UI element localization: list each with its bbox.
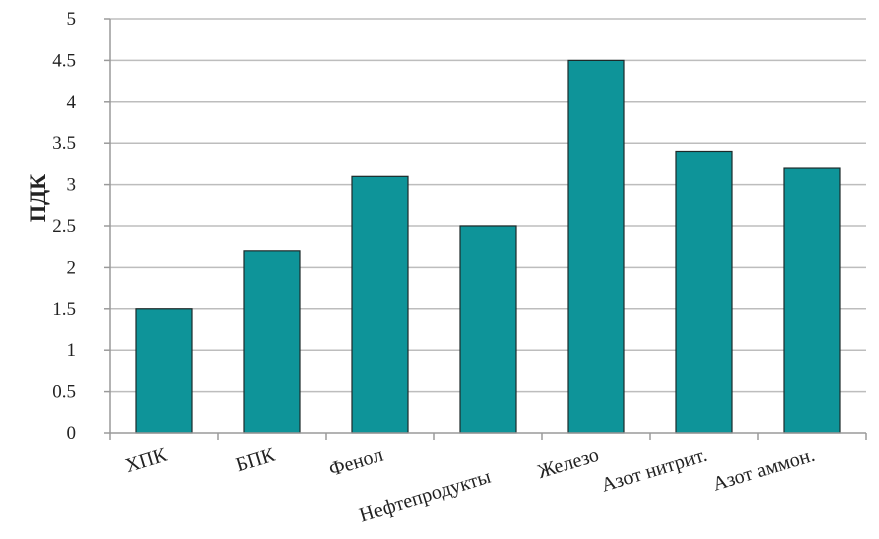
bars (135, 59, 841, 434)
y-tick-label: 2.5 (52, 216, 76, 237)
x-category-label: Нефтепродукты (357, 466, 494, 527)
x-category-label: БПК (233, 444, 278, 477)
y-axis-title: ПДК (25, 174, 50, 222)
y-tick-label: 4.5 (52, 50, 76, 71)
y-tick-label: 1.5 (52, 299, 76, 320)
y-tick-label: 2 (67, 257, 77, 278)
bar (567, 59, 625, 434)
y-tick-labels: 0 0.5 1 1.5 2 2.5 3 3.5 4 4.5 5 (52, 9, 110, 444)
bar (783, 167, 841, 434)
y-tick-label: 0.5 (52, 382, 76, 403)
y-tick-label: 5 (67, 9, 77, 30)
bar (243, 250, 301, 434)
x-category-label: Железо (535, 444, 601, 483)
bar (351, 175, 409, 434)
y-tick-label: 0 (67, 423, 77, 444)
bar (135, 308, 193, 434)
bar (459, 225, 517, 434)
x-category-label: Азот аммон. (710, 444, 817, 496)
x-category-label: ХПК (123, 444, 170, 478)
x-category-label: Азот нитрит. (599, 444, 710, 497)
y-tick-label: 3 (67, 175, 77, 196)
y-tick-label: 1 (67, 340, 77, 361)
y-tick-label: 4 (67, 92, 77, 113)
y-tick-label: 3.5 (52, 133, 76, 154)
x-category-label: Фенол (326, 444, 385, 481)
bar (675, 150, 733, 434)
